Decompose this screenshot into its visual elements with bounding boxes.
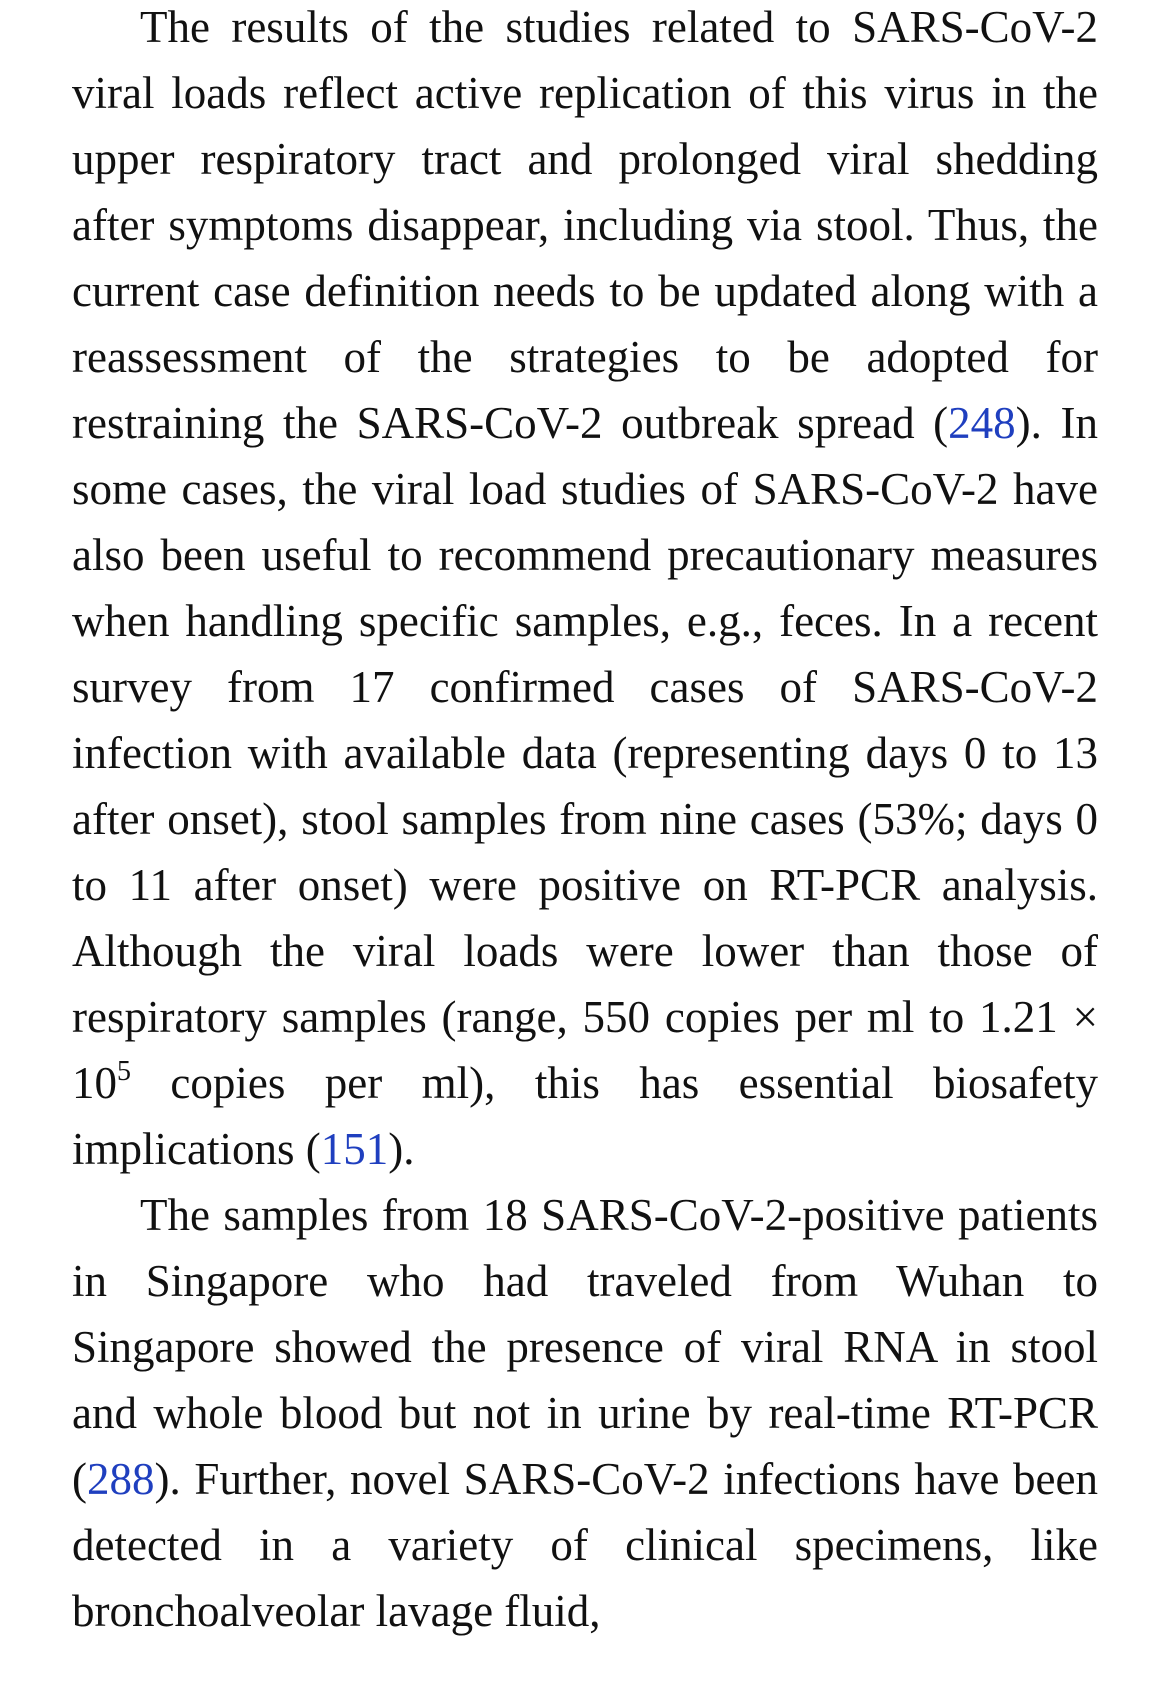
article-body: The results of the studies related to SA… — [72, 0, 1098, 1644]
paragraph-text: ). In some cases, the viral load studies… — [72, 398, 1098, 1108]
paragraph-text: The results of the studies related to SA… — [72, 2, 1098, 448]
paragraph-text: copies per ml), this has essential biosa… — [72, 1058, 1098, 1174]
paragraph-text: ). Further, novel SARS-CoV-2 infections … — [72, 1454, 1098, 1636]
paragraph-text: ). — [388, 1124, 415, 1174]
citation-link-151[interactable]: 151 — [320, 1124, 389, 1174]
paragraph-viral-loads: The results of the studies related to SA… — [72, 0, 1098, 1182]
paragraph-singapore-samples: The samples from 18 SARS-CoV-2-positive … — [72, 1182, 1098, 1644]
citation-link-248[interactable]: 248 — [948, 398, 1016, 448]
paragraph-text: The samples from 18 SARS-CoV-2-positive … — [72, 1190, 1098, 1504]
exponent: 5 — [117, 1056, 131, 1087]
citation-link-288[interactable]: 288 — [87, 1454, 155, 1504]
